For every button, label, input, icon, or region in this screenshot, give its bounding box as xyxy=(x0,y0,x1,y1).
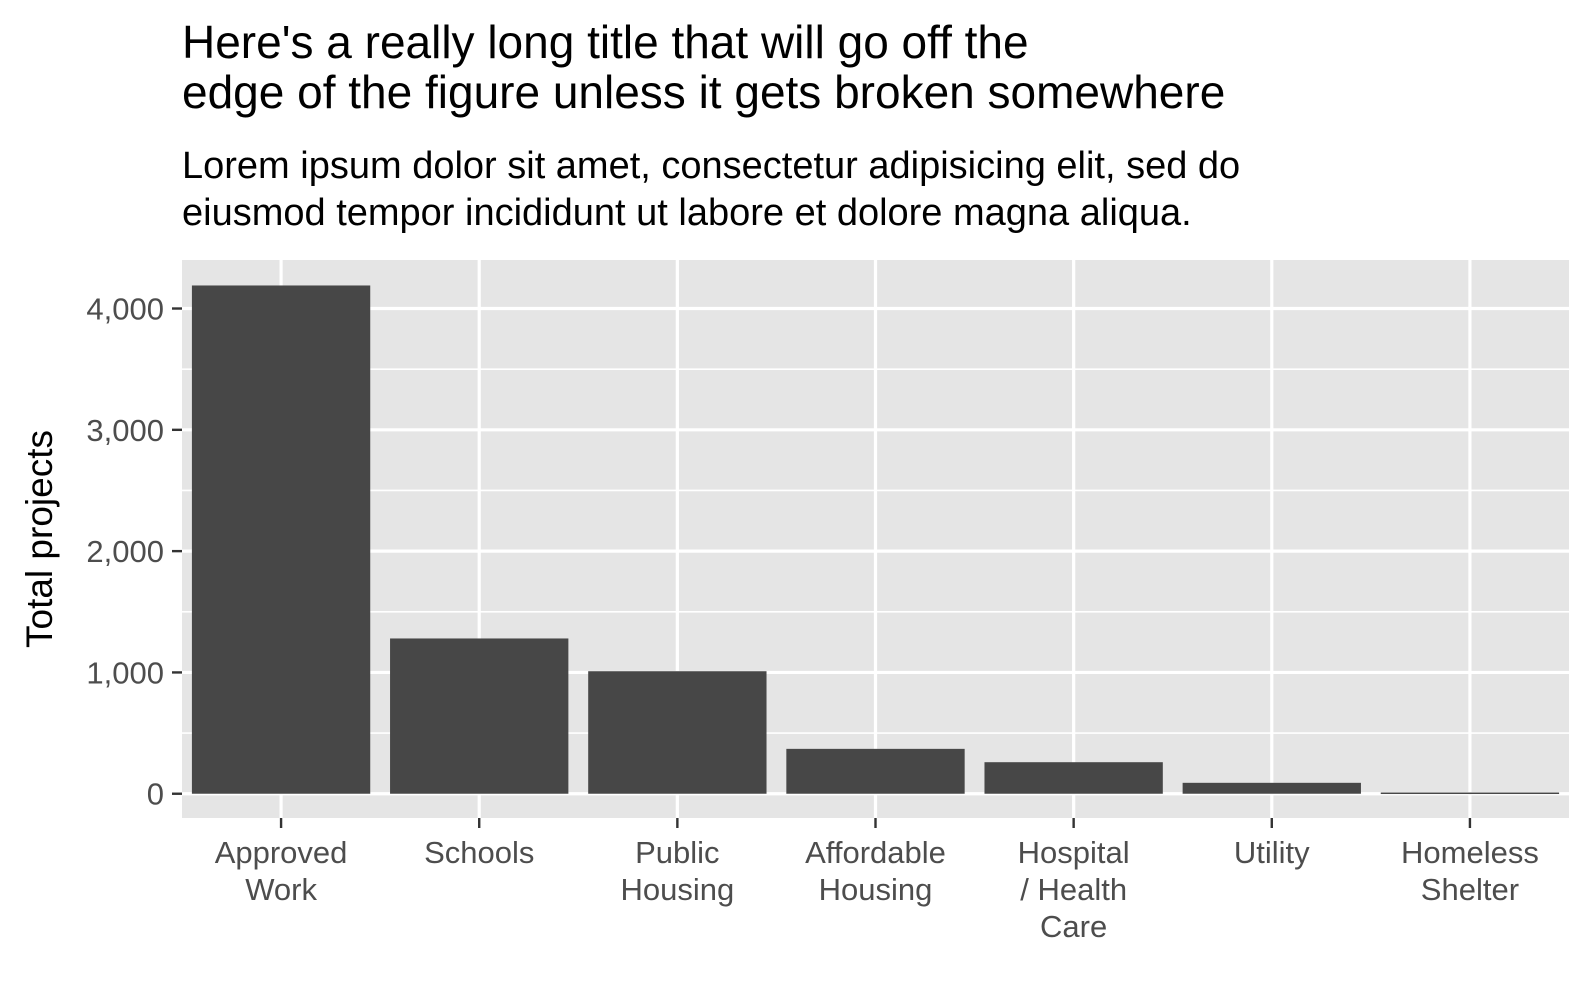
x-tick-label-line: Work xyxy=(245,872,317,907)
y-tick-label: 1,000 xyxy=(86,655,164,690)
bar xyxy=(984,762,1163,794)
y-tick-label: 2,000 xyxy=(86,534,164,569)
x-tick-label-line: Shelter xyxy=(1421,872,1519,907)
x-tick-label-line: Utility xyxy=(1234,835,1310,870)
chart-title: Here's a really long title that will go … xyxy=(182,16,1225,118)
x-tick-label-line: / Health xyxy=(1020,872,1127,907)
subtitle-line: Lorem ipsum dolor sit amet, consectetur … xyxy=(182,145,1240,187)
x-tick-label: Homeless Shelter xyxy=(1401,835,1539,907)
x-tick-label-line: Housing xyxy=(819,872,933,907)
x-tick-label-line: Hospital xyxy=(1018,835,1130,870)
x-tick-label-line: Schools xyxy=(424,835,534,870)
x-tick-label: Affordable Housing xyxy=(805,835,946,907)
y-tick-label: 4,000 xyxy=(86,292,164,327)
x-tick-label: Schools xyxy=(424,835,534,870)
subtitle-line: eiusmod tempor incididunt ut labore et d… xyxy=(182,192,1192,234)
y-tick-label: 0 xyxy=(147,777,164,812)
x-tick-label-line: Care xyxy=(1040,909,1107,944)
y-axis: 0 1,000 2,000 3,000 4,000 xyxy=(86,292,182,812)
x-tick-label-line: Approved xyxy=(215,835,348,870)
bar xyxy=(191,285,371,794)
bar xyxy=(786,748,965,794)
x-tick-label-line: Public xyxy=(635,835,719,870)
x-tick-label: Hospital / Health Care xyxy=(1018,835,1130,944)
x-tick-label: Utility xyxy=(1234,835,1310,870)
bars xyxy=(191,285,1560,795)
x-tick-label-line: Homeless xyxy=(1401,835,1539,870)
x-tick-label-line: Housing xyxy=(620,872,734,907)
y-tick-label: 3,000 xyxy=(86,413,164,448)
chart-subtitle: Lorem ipsum dolor sit amet, consectetur … xyxy=(182,145,1240,234)
x-tick-label: Approved Work xyxy=(215,835,348,907)
bar xyxy=(588,671,767,794)
x-tick-label-line: Affordable xyxy=(805,835,946,870)
bar xyxy=(1380,792,1560,795)
bar xyxy=(390,638,569,794)
title-line: edge of the figure unless it gets broken… xyxy=(182,66,1225,118)
x-tick-label: Public Housing xyxy=(620,835,734,907)
bar xyxy=(1182,782,1361,794)
y-axis-title: Total projects xyxy=(19,430,60,648)
title-line: Here's a really long title that will go … xyxy=(182,16,1029,68)
